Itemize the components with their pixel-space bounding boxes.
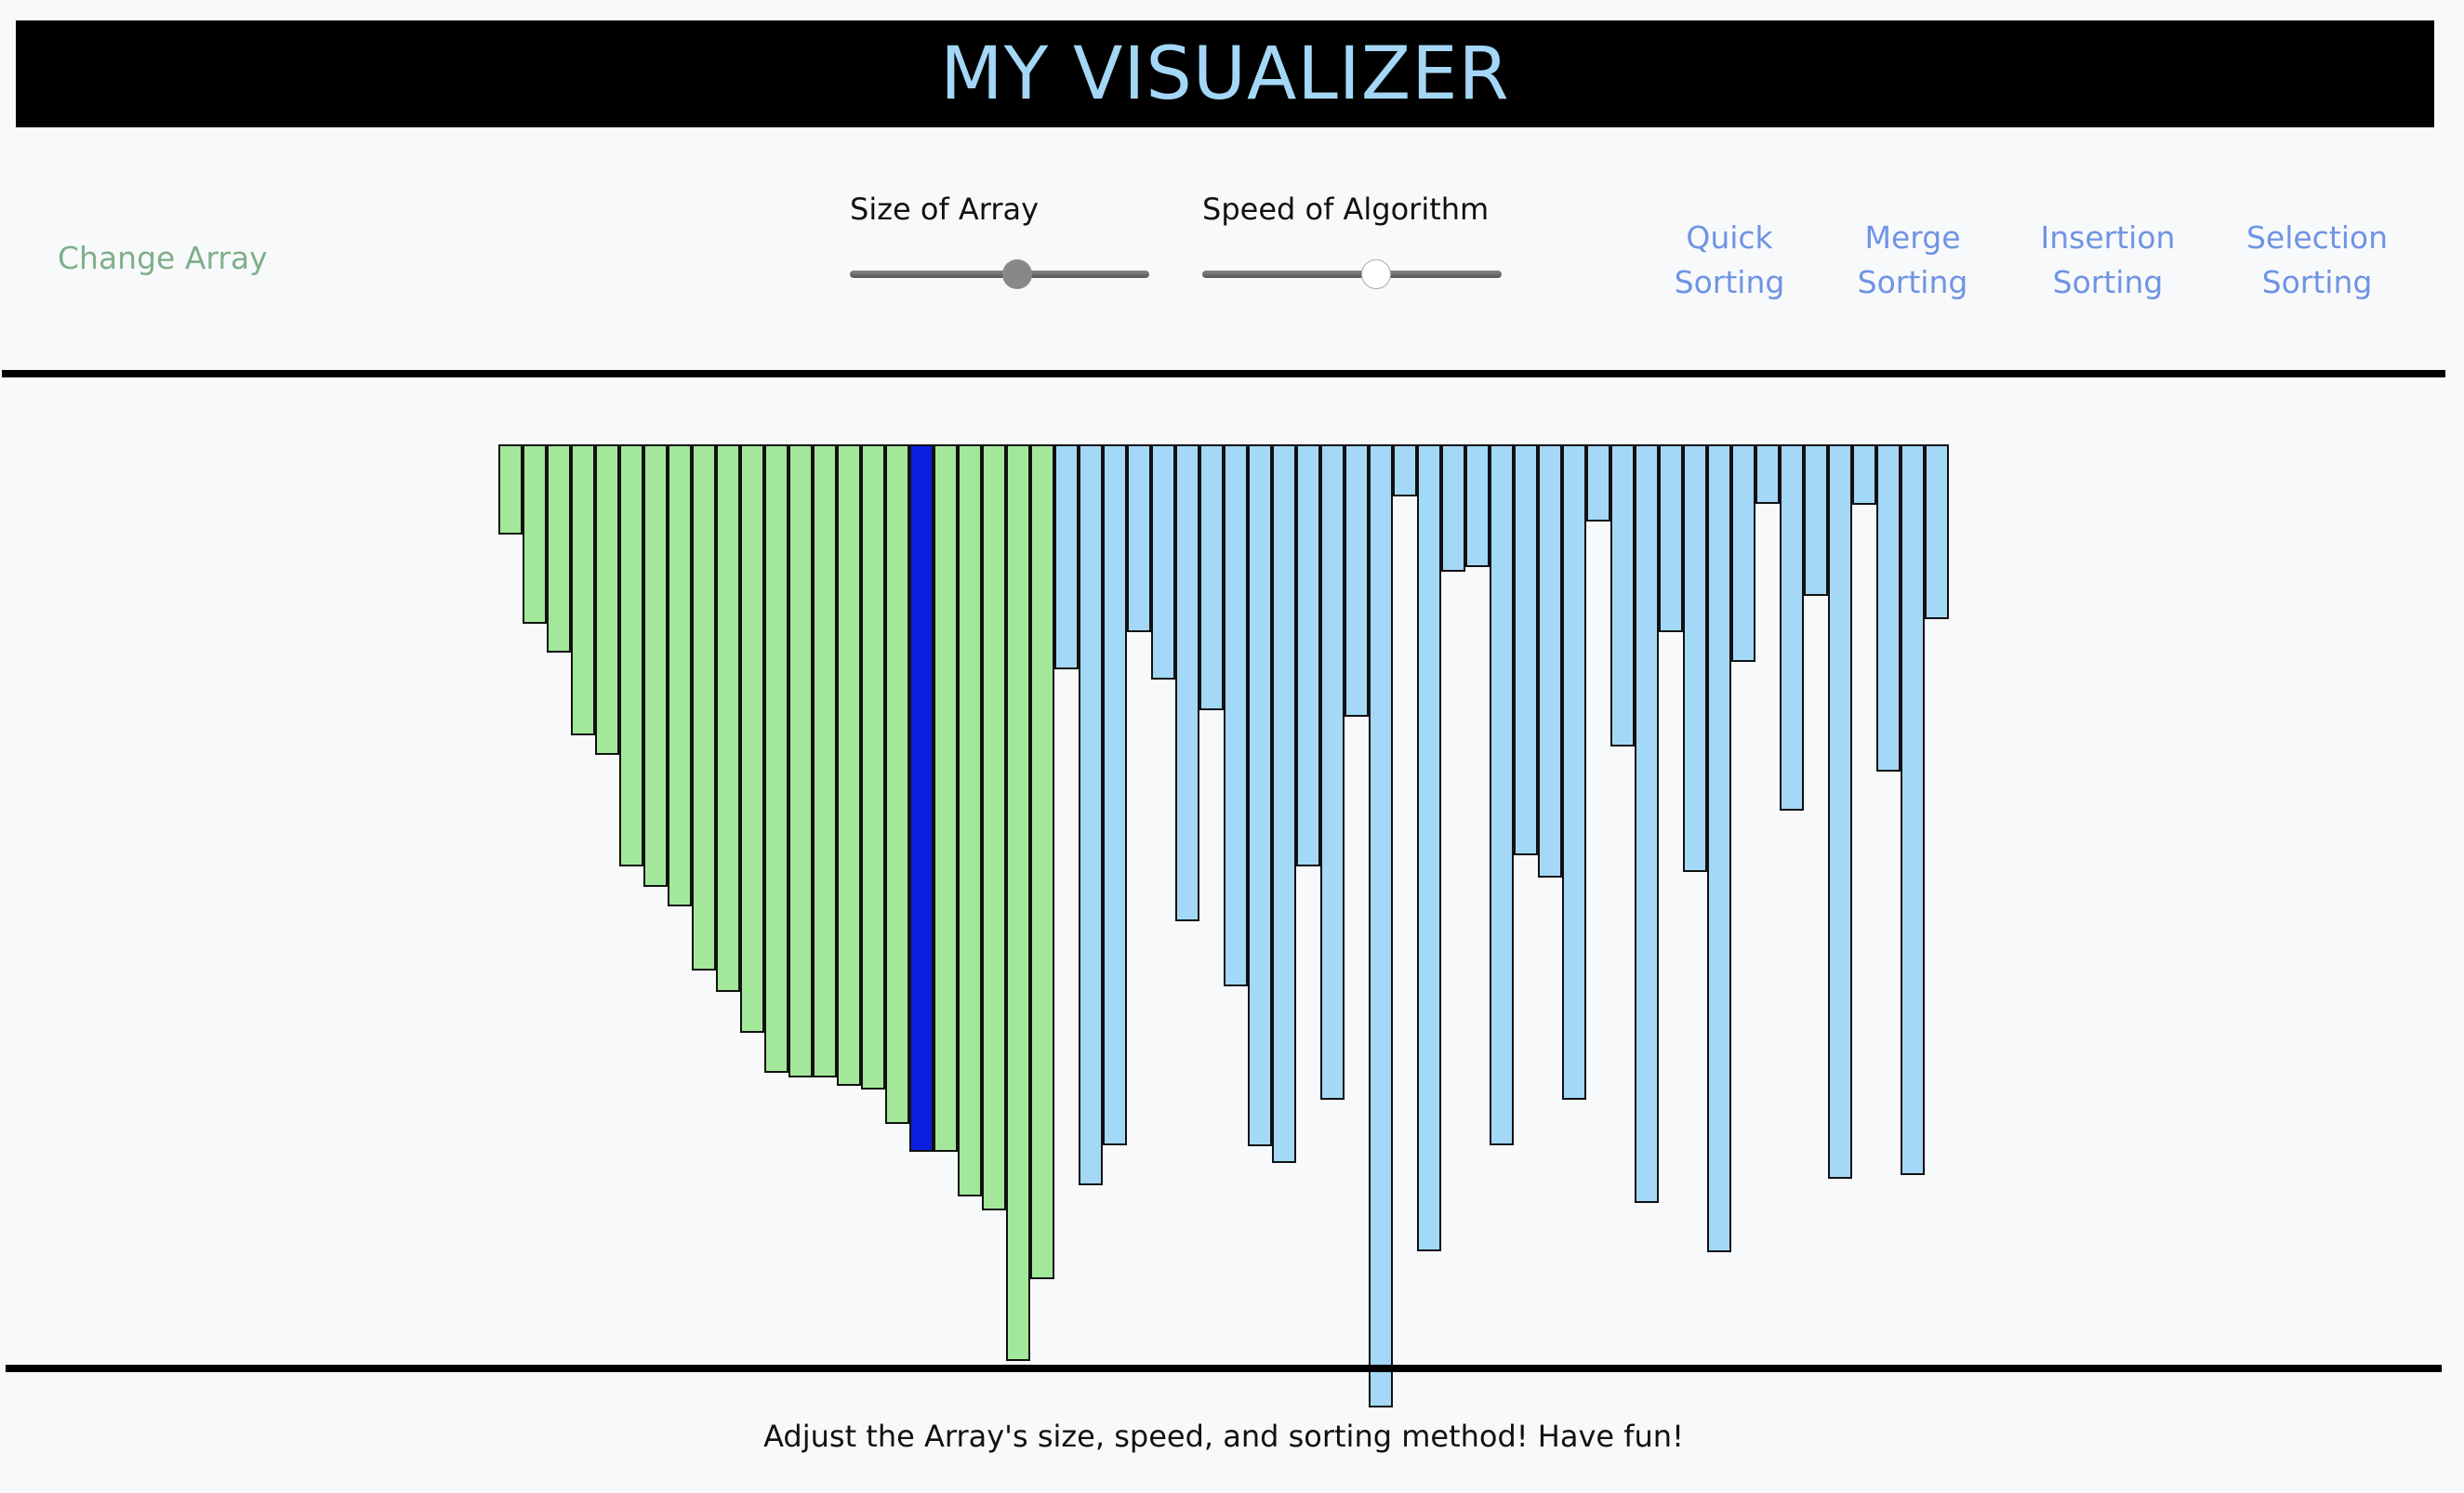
array-bar: [934, 444, 958, 1152]
array-bar: [837, 444, 861, 1086]
array-bar: [1006, 444, 1030, 1361]
array-bar: [1369, 444, 1393, 1407]
array-bar: [1901, 444, 1925, 1175]
array-bar: [643, 444, 668, 887]
size-slider-group: Size of Array: [850, 192, 1157, 289]
quick-sort-label-1: Quick: [1686, 219, 1773, 256]
insertion-sort-button[interactable]: Insertion Sorting: [2033, 216, 2182, 305]
array-bar: [982, 444, 1006, 1210]
array-bar: [813, 444, 837, 1077]
top-divider: [2, 370, 2445, 377]
merge-sort-button[interactable]: Merge Sorting: [1848, 216, 1978, 305]
array-bar: [668, 444, 692, 906]
array-bar: [1780, 444, 1804, 811]
array-bar: [740, 444, 764, 1033]
array-bar: [523, 444, 547, 624]
bottom-divider: [6, 1365, 2442, 1372]
array-bar: [1127, 444, 1151, 632]
title-bar: MY VISUALIZER: [16, 20, 2434, 127]
array-bar: [1175, 444, 1199, 921]
array-bar: [1320, 444, 1345, 1100]
array-bar: [547, 444, 571, 653]
array-bar: [1731, 444, 1755, 662]
speed-slider-group: Speed of Algorithm: [1202, 192, 1509, 289]
array-bar: [498, 444, 523, 535]
array-bar: [1054, 444, 1079, 669]
array-bar: [861, 444, 885, 1090]
array-bar: [1296, 444, 1320, 866]
array-bar: [1538, 444, 1562, 878]
merge-sort-label-1: Merge: [1864, 219, 1961, 256]
array-bar: [1417, 444, 1441, 1251]
array-bar: [1345, 444, 1369, 717]
array-bar: [1925, 444, 1949, 619]
size-slider-label: Size of Array: [850, 192, 1040, 227]
array-bar: [1224, 444, 1248, 986]
change-array-button[interactable]: Change Array: [58, 240, 268, 276]
array-bar: [1562, 444, 1586, 1100]
array-bar: [1465, 444, 1490, 567]
array-bar: [1876, 444, 1901, 772]
array-bar: [1199, 444, 1224, 710]
array-bar: [1804, 444, 1828, 596]
array-bar: [595, 444, 619, 755]
array-bar: [692, 444, 716, 971]
array-bar: [764, 444, 788, 1073]
page-title: MY VISUALIZER: [940, 32, 1510, 116]
array-bar: [1852, 444, 1876, 505]
merge-sort-label-2: Sorting: [1857, 264, 1968, 300]
array-bar: [1635, 444, 1659, 1203]
size-slider-thumb[interactable]: [1002, 259, 1033, 289]
quick-sort-button[interactable]: Quick Sorting: [1664, 216, 1795, 305]
insertion-sort-label-2: Sorting: [2052, 264, 2164, 300]
array-bar: [788, 444, 813, 1077]
array-bar: [1030, 444, 1054, 1279]
footer-message: Adjust the Array's size, speed, and sort…: [763, 1419, 1684, 1454]
array-bar: [909, 444, 934, 1152]
array-bar: [1151, 444, 1175, 680]
selection-sort-label-2: Sorting: [2261, 264, 2373, 300]
array-bar: [571, 444, 595, 735]
array-bar: [1659, 444, 1683, 632]
array-bar: [1586, 444, 1610, 522]
array-bar: [619, 444, 643, 866]
array-bar: [1393, 444, 1417, 496]
selection-sort-label-1: Selection: [2245, 219, 2389, 256]
array-bar: [1755, 444, 1780, 504]
quick-sort-label-2: Sorting: [1674, 264, 1785, 300]
insertion-sort-label-1: Insertion: [2040, 219, 2176, 256]
array-bar: [885, 444, 909, 1124]
array-bar: [1683, 444, 1707, 872]
array-bar: [716, 444, 740, 992]
array-bar: [1707, 444, 1731, 1252]
array-bar: [1248, 444, 1272, 1146]
size-slider-track[interactable]: [850, 271, 1149, 278]
array-bar: [1828, 444, 1852, 1179]
speed-slider-label: Speed of Algorithm: [1202, 192, 1490, 227]
array-bar: [1514, 444, 1538, 855]
speed-slider-track[interactable]: [1202, 271, 1502, 278]
array-bar: [1610, 444, 1635, 746]
speed-slider-thumb[interactable]: [1360, 259, 1391, 289]
array-bar: [1103, 444, 1127, 1145]
array-bar: [958, 444, 982, 1196]
array-bar: [1441, 444, 1465, 572]
array-bar: [1490, 444, 1514, 1145]
selection-sort-button[interactable]: Selection Sorting: [2233, 216, 2401, 305]
array-bar: [1079, 444, 1103, 1185]
array-bar: [1272, 444, 1296, 1163]
